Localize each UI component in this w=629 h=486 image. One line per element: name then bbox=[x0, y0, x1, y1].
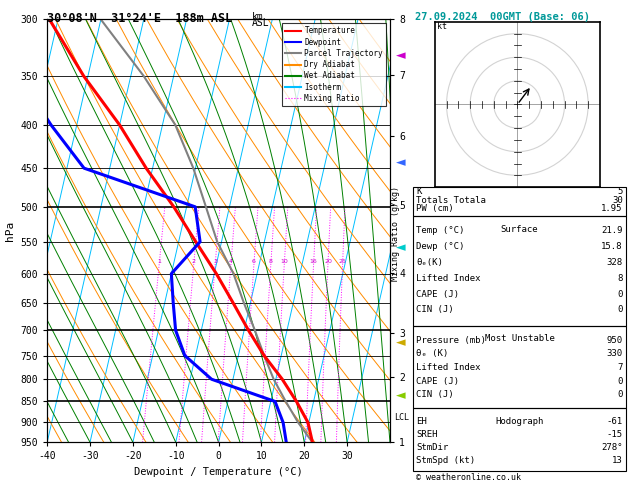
Text: 21.9: 21.9 bbox=[601, 226, 623, 235]
Text: 13: 13 bbox=[612, 455, 623, 465]
Text: Most Unstable: Most Unstable bbox=[484, 334, 555, 344]
Text: 3: 3 bbox=[213, 260, 217, 264]
Text: 0: 0 bbox=[617, 377, 623, 385]
Text: θₑ(K): θₑ(K) bbox=[416, 258, 443, 267]
Text: Temp (°C): Temp (°C) bbox=[416, 226, 465, 235]
Text: LCL: LCL bbox=[394, 413, 409, 422]
Text: 330: 330 bbox=[606, 349, 623, 358]
Text: ◄: ◄ bbox=[396, 50, 406, 62]
Text: StmSpd (kt): StmSpd (kt) bbox=[416, 455, 476, 465]
Text: 0: 0 bbox=[617, 290, 623, 298]
Text: 5: 5 bbox=[617, 188, 623, 196]
Text: 27.09.2024  00GMT (Base: 06): 27.09.2024 00GMT (Base: 06) bbox=[415, 12, 590, 22]
Text: CAPE (J): CAPE (J) bbox=[416, 377, 459, 385]
Text: 278°: 278° bbox=[601, 443, 623, 452]
Text: SREH: SREH bbox=[416, 430, 438, 439]
Text: 0: 0 bbox=[617, 305, 623, 314]
Text: 328: 328 bbox=[606, 258, 623, 267]
Text: © weatheronline.co.uk: © weatheronline.co.uk bbox=[416, 473, 521, 482]
Text: CIN (J): CIN (J) bbox=[416, 390, 454, 399]
Legend: Temperature, Dewpoint, Parcel Trajectory, Dry Adiabat, Wet Adiabat, Isotherm, Mi: Temperature, Dewpoint, Parcel Trajectory… bbox=[282, 23, 386, 106]
Text: 1: 1 bbox=[157, 260, 161, 264]
Text: Pressure (mb): Pressure (mb) bbox=[416, 336, 486, 345]
Text: ASL: ASL bbox=[252, 18, 269, 29]
Text: ◄: ◄ bbox=[396, 390, 406, 402]
Text: 30°08'N  31°24'E  188m ASL: 30°08'N 31°24'E 188m ASL bbox=[47, 12, 233, 25]
Text: ◄: ◄ bbox=[396, 156, 406, 169]
Text: ◄: ◄ bbox=[396, 242, 406, 254]
Text: ◄: ◄ bbox=[396, 336, 406, 349]
Text: 8: 8 bbox=[617, 274, 623, 283]
Text: 0: 0 bbox=[617, 390, 623, 399]
X-axis label: Dewpoint / Temperature (°C): Dewpoint / Temperature (°C) bbox=[134, 467, 303, 477]
Text: 4: 4 bbox=[229, 260, 233, 264]
Text: 25: 25 bbox=[338, 260, 347, 264]
Text: 6: 6 bbox=[252, 260, 256, 264]
Text: CIN (J): CIN (J) bbox=[416, 305, 454, 314]
Text: Mixing Ratio (g/kg): Mixing Ratio (g/kg) bbox=[391, 186, 399, 281]
Text: Totals Totala: Totals Totala bbox=[416, 195, 486, 205]
Text: 20: 20 bbox=[324, 260, 332, 264]
Text: EH: EH bbox=[416, 417, 427, 426]
Text: CAPE (J): CAPE (J) bbox=[416, 290, 459, 298]
Text: Hodograph: Hodograph bbox=[496, 417, 543, 426]
Text: kt: kt bbox=[437, 22, 447, 31]
Text: -61: -61 bbox=[606, 417, 623, 426]
Text: 16: 16 bbox=[309, 260, 318, 264]
Text: K: K bbox=[416, 188, 422, 196]
Text: Dewp (°C): Dewp (°C) bbox=[416, 242, 465, 251]
Text: 2: 2 bbox=[192, 260, 196, 264]
Text: Surface: Surface bbox=[501, 225, 538, 234]
Text: 7: 7 bbox=[617, 363, 623, 372]
Text: 30: 30 bbox=[612, 195, 623, 205]
Text: Lifted Index: Lifted Index bbox=[416, 274, 481, 283]
Text: -15: -15 bbox=[606, 430, 623, 439]
Text: 15.8: 15.8 bbox=[601, 242, 623, 251]
Text: Lifted Index: Lifted Index bbox=[416, 363, 481, 372]
Text: 10: 10 bbox=[281, 260, 288, 264]
Text: 8: 8 bbox=[269, 260, 273, 264]
Text: km: km bbox=[252, 12, 264, 22]
Text: 1.95: 1.95 bbox=[601, 204, 623, 213]
Text: PW (cm): PW (cm) bbox=[416, 204, 454, 213]
Y-axis label: hPa: hPa bbox=[5, 221, 15, 241]
Text: 950: 950 bbox=[606, 336, 623, 345]
Text: StmDir: StmDir bbox=[416, 443, 448, 452]
Text: θₑ (K): θₑ (K) bbox=[416, 349, 448, 358]
